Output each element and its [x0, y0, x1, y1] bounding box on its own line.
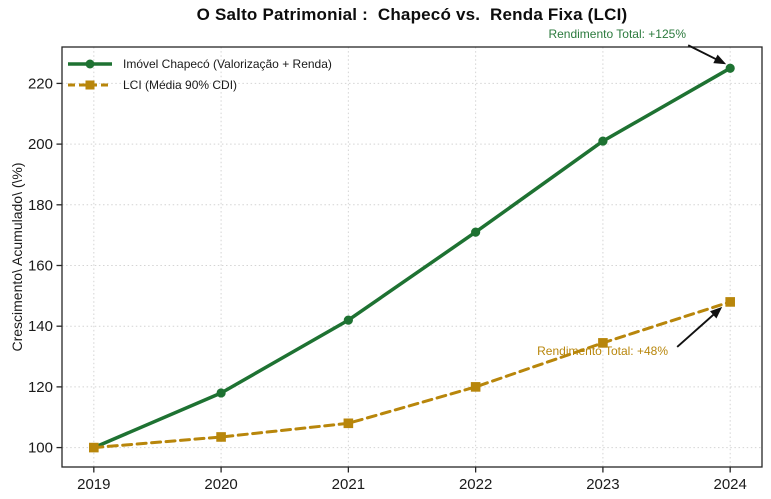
svg-text:2023: 2023: [586, 476, 619, 493]
legend-label-imovel: Imóvel Chapecó (Valorização + Renda): [123, 57, 332, 71]
svg-text:140: 140: [28, 318, 53, 335]
svg-text:220: 220: [28, 75, 53, 92]
legend-item-imovel: Imóvel Chapecó (Valorização + Renda): [66, 57, 332, 71]
chart-title: O Salto Patrimonial : Chapecó vs. Renda …: [196, 5, 628, 24]
svg-text:200: 200: [28, 136, 53, 153]
svg-text:2022: 2022: [459, 476, 492, 493]
legend: Imóvel Chapecó (Valorização + Renda) LCI…: [66, 57, 332, 92]
legend-swatch-line-circle-icon: [68, 59, 112, 69]
svg-text:100: 100: [28, 440, 53, 457]
annotation-lci-total: Rendimento Total: +48%: [537, 344, 668, 358]
svg-text:160: 160: [28, 257, 53, 274]
svg-text:2024: 2024: [713, 476, 746, 493]
legend-swatch-dash-square-icon: [68, 80, 112, 90]
svg-text:2019: 2019: [77, 476, 110, 493]
annotation-imovel-total: Rendimento Total: +125%: [548, 27, 686, 41]
legend-label-lci: LCI (Média 90% CDI): [123, 78, 238, 92]
legend-item-lci: LCI (Média 90% CDI): [66, 78, 332, 92]
svg-text:180: 180: [28, 197, 53, 214]
svg-text:2021: 2021: [332, 476, 365, 493]
svg-text:120: 120: [28, 379, 53, 396]
svg-text:2020: 2020: [204, 476, 237, 493]
